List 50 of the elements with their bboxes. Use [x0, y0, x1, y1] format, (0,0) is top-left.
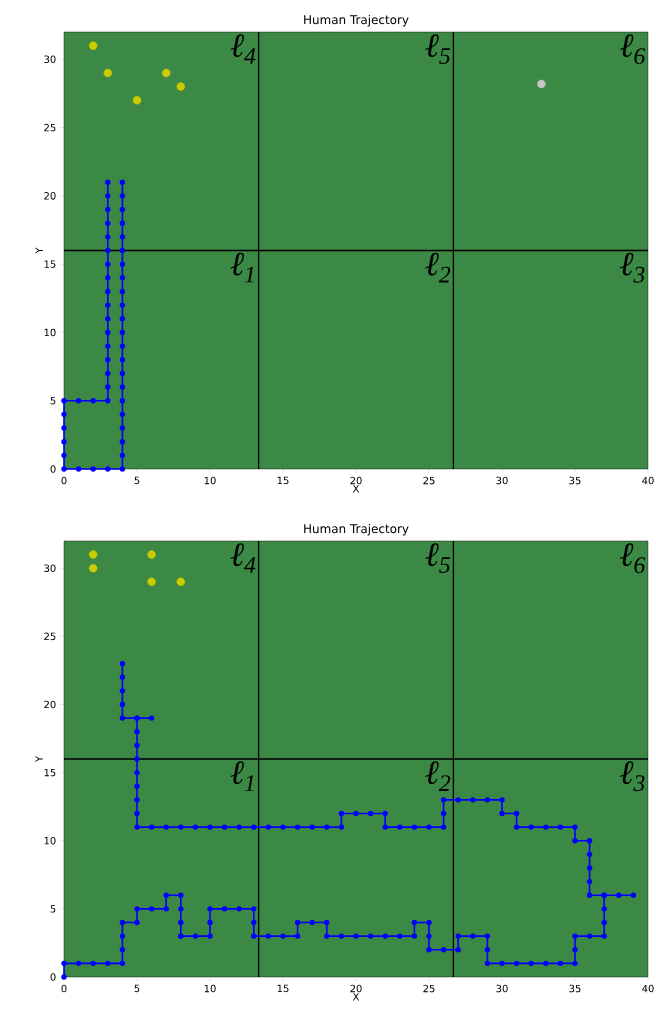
y-tick-label: 20	[44, 700, 56, 709]
x-tick-label: 20	[350, 984, 362, 993]
x-tick-label: 0	[61, 984, 67, 993]
y-tick-label: 0	[50, 465, 56, 473]
x-tick-label: 30	[496, 984, 508, 993]
annotation: ℓ$_{5}$	[425, 34, 450, 64]
annotation: ℓ$_{3}$	[620, 252, 645, 283]
x-tick-label: 20	[350, 476, 362, 485]
x-tick-label: 5	[134, 984, 140, 993]
annotation: ℓ$_{6}$	[620, 34, 646, 65]
x-tick-label: 10	[204, 984, 216, 993]
y-tick-label: 30	[44, 55, 56, 64]
x-tick-label: 5	[134, 476, 140, 485]
x-tick-label: 35	[569, 984, 581, 993]
y-tick-label: 15	[44, 768, 56, 777]
y-tick-label: 10	[44, 836, 56, 845]
annotation: ℓ$_{6}$	[620, 543, 646, 574]
chart-title: Human Trajectory	[304, 14, 409, 27]
y-tick-label: 10	[44, 328, 56, 337]
annotation: ℓ$_{4}$	[230, 543, 256, 573]
annotation: ℓ$_{5}$	[425, 543, 450, 573]
x-tick-label: 25	[423, 476, 435, 485]
y-tick-label: 5	[50, 905, 56, 913]
y-axis-title: Y	[35, 247, 43, 254]
annotation: ℓ$_{1}$	[230, 761, 254, 791]
annotation: ℓ$_{2}$	[425, 252, 451, 283]
y-tick-label: 0	[50, 973, 56, 981]
x-tick-label: 40	[642, 984, 654, 993]
x-tick-label: 15	[277, 476, 289, 485]
x-tick-label: 0	[61, 476, 67, 485]
x-tick-label: 10	[204, 476, 216, 485]
y-tick-label: 20	[44, 192, 56, 200]
y-tick-label: 25	[44, 632, 56, 641]
y-tick-label: 5	[50, 397, 56, 405]
x-tick-label: 25	[423, 984, 435, 993]
x-tick-label: 15	[277, 984, 289, 993]
y-tick-label: 25	[44, 123, 56, 132]
annotation: ℓ$_{1}$	[230, 252, 254, 283]
annotation: ℓ$_{2}$	[425, 761, 451, 791]
annotation: ℓ$_{3}$	[620, 761, 645, 792]
y-tick-label: 30	[44, 564, 56, 573]
y-tick-label: 15	[44, 260, 56, 268]
x-tick-label: 40	[642, 476, 654, 485]
x-axis-title: X	[352, 993, 360, 1001]
y-axis-title: Y	[35, 755, 43, 763]
chart-title: Human Trajectory	[304, 523, 409, 536]
x-axis-title: X	[352, 485, 360, 493]
annotation: ℓ$_{4}$	[230, 34, 256, 64]
x-tick-label: 30	[496, 476, 508, 485]
x-tick-label: 35	[569, 476, 581, 485]
